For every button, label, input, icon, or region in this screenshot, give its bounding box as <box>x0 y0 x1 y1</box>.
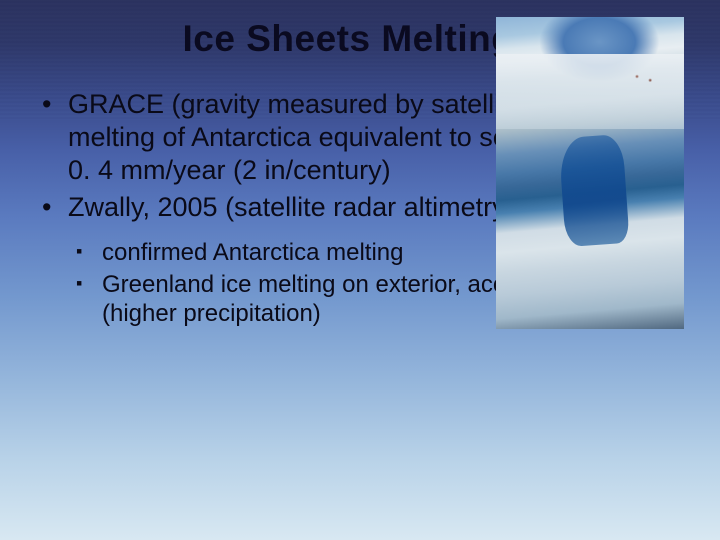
glacier-photo <box>496 17 684 329</box>
content-area: GRACE (gravity measured by satellite) fo… <box>36 88 684 329</box>
slide-container: Ice Sheets Melting? GRACE (gravity measu… <box>0 0 720 540</box>
